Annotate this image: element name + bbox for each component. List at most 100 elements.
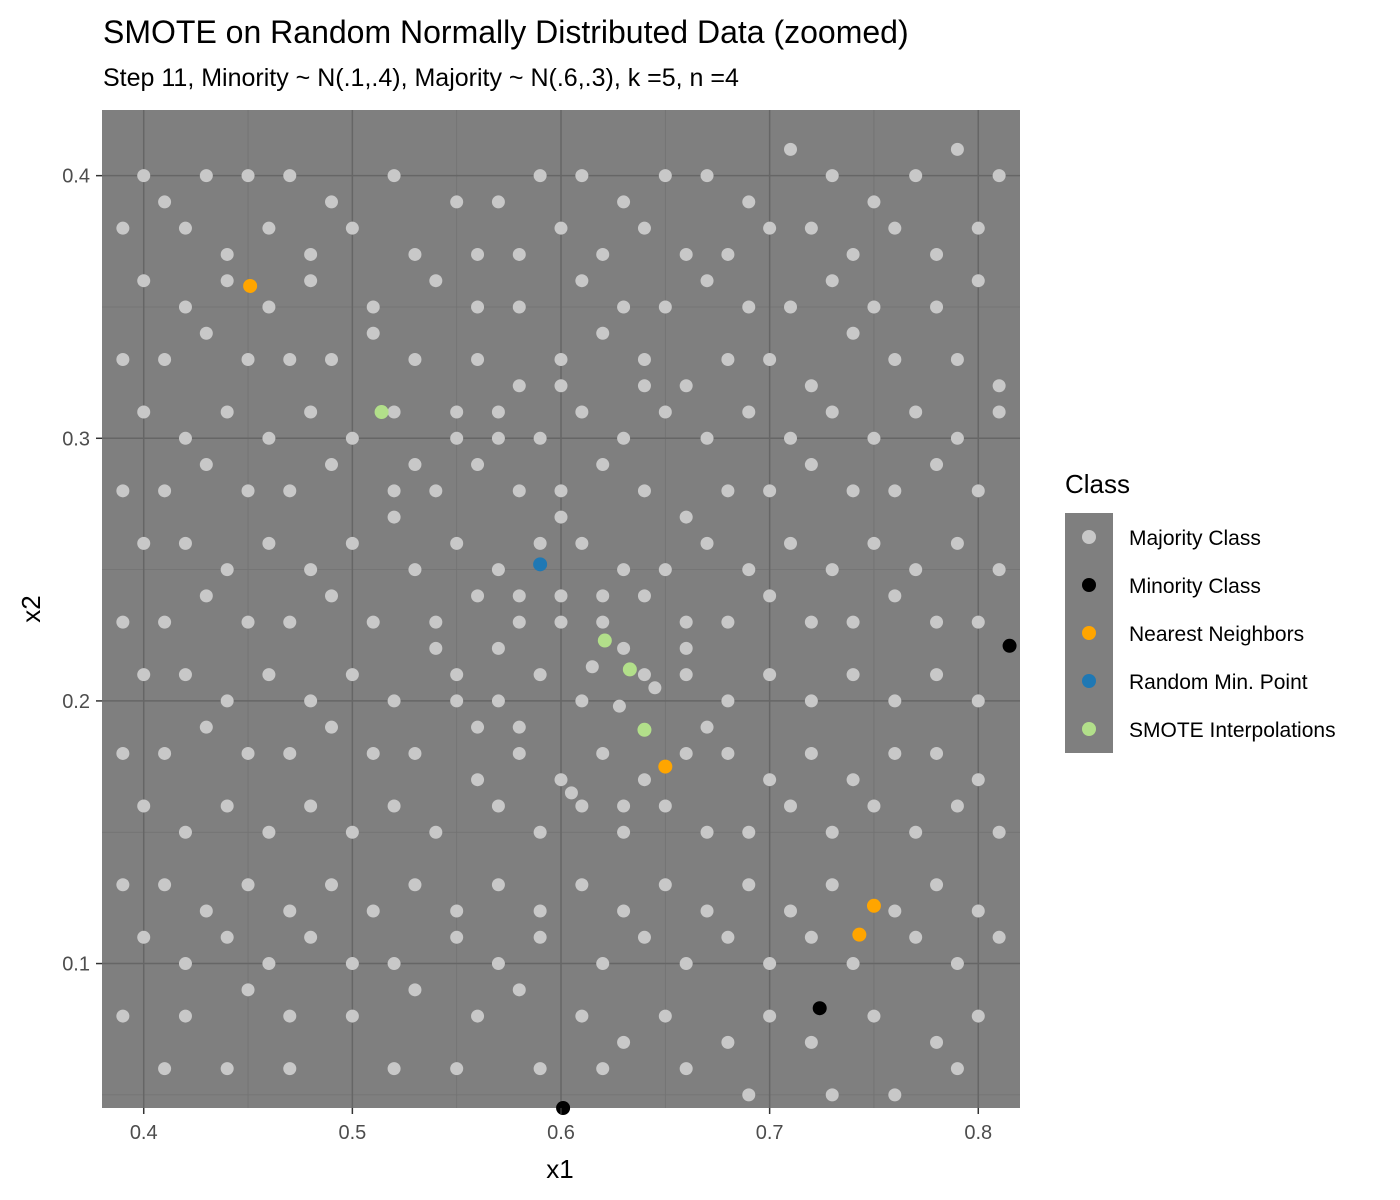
- majority-point: [262, 536, 276, 550]
- majority-point: [533, 536, 547, 550]
- majority-point: [971, 1009, 985, 1023]
- majority-point: [596, 746, 610, 760]
- majority-point: [930, 746, 944, 760]
- majority-point: [491, 195, 505, 209]
- majority-point: [596, 247, 610, 261]
- majority-point: [304, 405, 318, 419]
- majority-point: [825, 825, 839, 839]
- majority-point: [283, 904, 297, 918]
- majority-point: [137, 536, 151, 550]
- chart-title: SMOTE on Random Normally Distributed Dat…: [103, 14, 909, 50]
- majority-point: [888, 1088, 902, 1102]
- majority-point: [575, 1009, 589, 1023]
- majority-point: [825, 1088, 839, 1102]
- majority-point: [888, 221, 902, 235]
- majority-point: [220, 694, 234, 708]
- majority-point: [804, 746, 818, 760]
- legend-key: [1082, 674, 1096, 688]
- majority-point: [637, 353, 651, 366]
- majority-point: [825, 274, 839, 288]
- majority-point: [491, 799, 505, 813]
- majority-point: [700, 720, 714, 734]
- majority-point: [220, 930, 234, 944]
- majority-point: [178, 300, 192, 314]
- majority-point: [429, 615, 443, 629]
- majority-point: [283, 353, 297, 366]
- majority-point: [612, 699, 626, 713]
- majority-point: [512, 589, 526, 603]
- majority-point: [429, 825, 443, 839]
- majority-point: [325, 720, 338, 734]
- majority-point: [992, 169, 1006, 183]
- smote-interpolation-point: [597, 633, 612, 648]
- majority-point: [178, 536, 192, 550]
- majority-point: [679, 247, 693, 261]
- majority-point: [617, 563, 631, 577]
- majority-point: [700, 825, 714, 839]
- majority-point: [158, 195, 172, 209]
- majority-point: [721, 694, 735, 708]
- majority-point: [648, 681, 662, 695]
- majority-point: [491, 431, 505, 445]
- majority-point: [585, 660, 599, 674]
- majority-point: [930, 300, 944, 314]
- majority-point: [700, 904, 714, 918]
- majority-point: [575, 405, 589, 419]
- majority-point: [617, 431, 631, 445]
- majority-point: [533, 904, 547, 918]
- majority-point: [950, 1062, 964, 1076]
- majority-point: [596, 326, 610, 340]
- legend-key: [1082, 626, 1096, 640]
- majority-point: [199, 904, 213, 918]
- majority-point: [262, 668, 276, 682]
- x-axis: 0.4 0.5 0.6 0.7 0.8: [130, 1108, 992, 1144]
- majority-point: [199, 720, 213, 734]
- majority-point: [283, 615, 297, 629]
- majority-point: [471, 300, 485, 314]
- majority-point: [700, 431, 714, 445]
- majority-point: [658, 169, 672, 183]
- majority-point: [283, 1062, 297, 1076]
- majority-point: [554, 484, 568, 498]
- majority-point: [658, 1009, 672, 1023]
- smote-interpolation-point: [374, 405, 389, 420]
- random-min-point: [533, 557, 548, 572]
- majority-point: [178, 668, 192, 682]
- majority-point: [637, 668, 651, 682]
- majority-point: [950, 431, 964, 445]
- majority-point: [387, 799, 401, 813]
- majority-point: [596, 589, 610, 603]
- majority-point: [408, 983, 422, 997]
- majority-point: [930, 615, 944, 629]
- majority-point: [658, 405, 672, 419]
- majority-point: [742, 300, 756, 314]
- majority-point: [971, 694, 985, 708]
- majority-point: [491, 957, 505, 971]
- majority-point: [784, 904, 797, 918]
- majority-point: [575, 878, 589, 892]
- majority-point: [220, 563, 234, 577]
- x-axis-title: x1: [546, 1154, 573, 1184]
- legend-key: [1082, 530, 1096, 544]
- nearest-neighbor-point: [658, 759, 673, 774]
- majority-point: [867, 195, 881, 209]
- majority-point: [450, 904, 464, 918]
- majority-point: [867, 431, 881, 445]
- legend-label: Majority Class: [1129, 527, 1261, 550]
- majority-point: [533, 169, 547, 183]
- majority-point: [304, 799, 318, 813]
- majority-point: [158, 746, 172, 760]
- chart-subtitle: Step 11, Minority ~ N(.1,.4), Majority ~…: [103, 64, 739, 92]
- majority-point: [450, 195, 464, 209]
- majority-point: [512, 983, 526, 997]
- majority-point: [178, 957, 192, 971]
- majority-point: [888, 353, 902, 366]
- majority-point: [763, 1009, 777, 1023]
- majority-point: [220, 1062, 234, 1076]
- smote-interpolation-point: [622, 662, 637, 677]
- majority-point: [262, 957, 276, 971]
- majority-point: [575, 694, 589, 708]
- majority-point: [637, 484, 651, 498]
- majority-point: [262, 431, 276, 445]
- majority-point: [241, 169, 255, 183]
